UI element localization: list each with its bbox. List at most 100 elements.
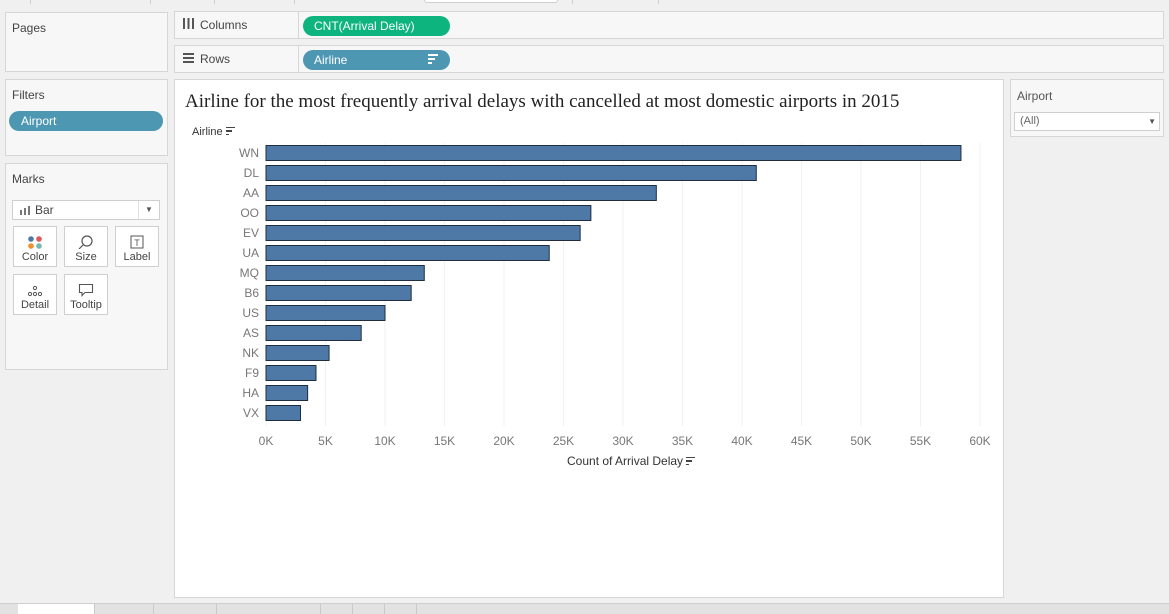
toolbar-segment xyxy=(572,0,659,4)
category-label-ua: UA xyxy=(242,246,259,260)
x-tick-label: 40K xyxy=(731,434,752,448)
size-button-label: Size xyxy=(75,251,97,263)
x-tick-label: 20K xyxy=(493,434,514,448)
toolbar-segment xyxy=(30,0,151,4)
detail-dots-icon xyxy=(14,275,56,297)
bar-mq[interactable] xyxy=(265,265,425,281)
sheet-tabs xyxy=(0,603,1169,614)
x-tick-label: 45K xyxy=(791,434,812,448)
bar-wn[interactable] xyxy=(265,145,962,161)
category-label-ev: EV xyxy=(243,226,259,240)
pages-panel: Pages xyxy=(5,12,168,72)
sheet-tab[interactable] xyxy=(18,604,95,614)
x-tick-label: 60K xyxy=(969,434,990,448)
filters-panel: Filters Airport xyxy=(5,79,168,156)
top-toolbar-strip xyxy=(0,0,1169,10)
sheet-tab[interactable] xyxy=(353,604,385,614)
sort-descending-icon[interactable] xyxy=(428,54,438,66)
detail-button[interactable]: Detail xyxy=(13,274,57,315)
columns-shelf[interactable]: Columns CNT(Arrival Delay) xyxy=(174,11,1164,39)
columns-label-text: Columns xyxy=(200,18,248,32)
rows-pill-label: Airline xyxy=(314,53,348,67)
chevron-down-icon: ▼ xyxy=(1148,117,1156,126)
color-button[interactable]: Color xyxy=(13,226,57,267)
airport-filter-card: Airport (All) ▼ xyxy=(1010,79,1164,137)
sort-descending-icon[interactable] xyxy=(225,127,235,137)
size-button[interactable]: Size xyxy=(64,226,108,267)
filter-pill-airport[interactable]: Airport xyxy=(9,111,163,131)
category-label-dl: DL xyxy=(244,166,260,180)
rows-label-text: Rows xyxy=(200,52,231,66)
sheet-tab[interactable] xyxy=(217,604,321,614)
bar-vx[interactable] xyxy=(265,405,302,421)
color-button-label: Color xyxy=(21,251,49,263)
marks-title: Marks xyxy=(12,172,45,186)
rows-shelf-label: Rows xyxy=(175,46,299,72)
bar-as[interactable] xyxy=(265,325,362,341)
x-axis-title: Count of Arrival Delay xyxy=(567,454,684,468)
marks-panel: Marks Bar ▼ Color Size T Label Detail To… xyxy=(5,163,168,370)
x-tick-label: 15K xyxy=(434,434,455,448)
mark-type-select[interactable]: Bar ▼ xyxy=(12,200,160,220)
category-label-mq: MQ xyxy=(240,266,259,280)
x-tick-label: 10K xyxy=(374,434,395,448)
bar-aa[interactable] xyxy=(265,185,657,201)
category-label-wn: WN xyxy=(239,146,259,160)
category-label-as: AS xyxy=(243,326,259,340)
detail-button-label: Detail xyxy=(20,299,50,311)
category-label-oo: OO xyxy=(240,206,259,220)
bar-oo[interactable] xyxy=(265,205,592,221)
x-tick-label: 55K xyxy=(910,434,931,448)
airport-filter-title: Airport xyxy=(1017,89,1053,103)
rows-pill[interactable]: Airline xyxy=(303,50,450,70)
category-label-vx: VX xyxy=(243,406,259,420)
bar-ev[interactable] xyxy=(265,225,581,241)
rows-icon xyxy=(183,46,195,72)
x-tick-label: 30K xyxy=(612,434,633,448)
x-tick-label: 0K xyxy=(259,434,274,448)
label-icon: T xyxy=(116,227,158,249)
pages-title: Pages xyxy=(12,21,47,35)
bar-ua[interactable] xyxy=(265,245,550,261)
label-button[interactable]: T Label xyxy=(115,226,159,267)
chevron-down-icon: ▼ xyxy=(138,201,159,219)
x-tick-label: 50K xyxy=(850,434,871,448)
sheet-tab[interactable] xyxy=(154,604,217,614)
row-axis-header[interactable]: Airline xyxy=(192,126,235,138)
category-label-f9: F9 xyxy=(245,366,259,380)
tooltip-button-label: Tooltip xyxy=(70,299,102,311)
bar-chart-icon xyxy=(20,206,30,215)
bar-f9[interactable] xyxy=(265,365,317,381)
color-dots-icon xyxy=(14,227,56,249)
label-button-label: Label xyxy=(123,251,151,263)
svg-text:T: T xyxy=(134,238,140,248)
tooltip-icon xyxy=(65,275,107,297)
columns-icon xyxy=(183,12,195,38)
toolbar-segment xyxy=(150,0,215,4)
toolbar-segment xyxy=(560,0,573,4)
bar-nk[interactable] xyxy=(265,345,330,361)
x-axis-header[interactable]: Count of Arrival Delay xyxy=(567,454,696,468)
toolbar-segment xyxy=(0,0,31,4)
chart-view: Airline for the most frequently arrival … xyxy=(174,79,1004,598)
mark-type-value: Bar xyxy=(35,203,54,217)
toolbar-segment xyxy=(214,0,295,4)
sheet-tab[interactable] xyxy=(321,604,353,614)
tooltip-button[interactable]: Tooltip xyxy=(64,274,108,315)
category-label-ha: HA xyxy=(242,386,259,400)
bar-dl[interactable] xyxy=(265,165,757,181)
columns-pill[interactable]: CNT(Arrival Delay) xyxy=(303,16,450,36)
x-tick-label: 35K xyxy=(672,434,693,448)
sheet-tab[interactable] xyxy=(95,604,154,614)
sort-descending-icon[interactable] xyxy=(686,456,696,467)
bar-us[interactable] xyxy=(265,305,386,321)
bar-ha[interactable] xyxy=(265,385,309,401)
sheet-tab[interactable] xyxy=(385,604,417,614)
rows-shelf[interactable]: Rows Airline xyxy=(174,45,1164,73)
airport-filter-select[interactable]: (All) ▼ xyxy=(1014,112,1160,131)
toolbar-field[interactable] xyxy=(424,0,558,3)
bar-b6[interactable] xyxy=(265,285,412,301)
category-label-aa: AA xyxy=(243,186,259,200)
x-tick-label: 5K xyxy=(318,434,333,448)
